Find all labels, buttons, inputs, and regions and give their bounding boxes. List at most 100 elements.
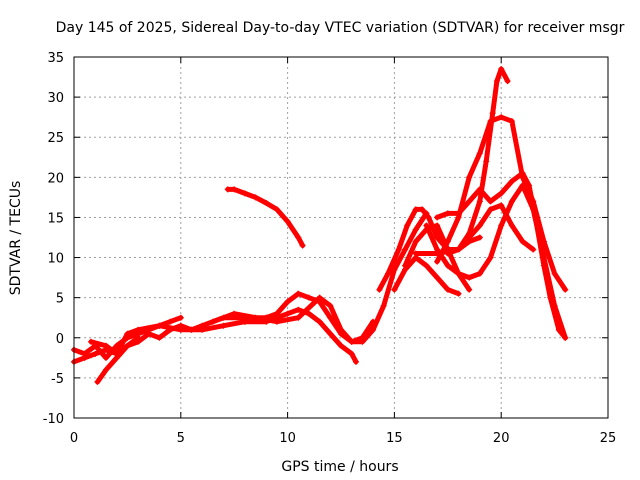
y-tick-label: 5	[56, 292, 64, 307]
data-point	[135, 334, 142, 341]
data-point	[434, 258, 441, 265]
data-point	[504, 78, 511, 85]
data-point	[92, 350, 99, 357]
data-point	[188, 326, 195, 333]
data-point	[231, 310, 238, 317]
data-point	[412, 238, 419, 245]
data-point	[455, 246, 462, 253]
data-point	[327, 302, 334, 309]
y-tick-label: 25	[47, 131, 64, 146]
data-point	[376, 286, 383, 293]
series-arc-14	[434, 170, 569, 341]
data-point	[476, 198, 483, 205]
data-point	[540, 262, 547, 269]
data-point	[103, 354, 110, 361]
data-point	[498, 66, 505, 73]
y-axis-label: SDTVAR / TECUs	[8, 181, 24, 296]
data-point	[487, 198, 494, 205]
data-point	[295, 290, 302, 297]
data-point	[273, 318, 280, 325]
data-point	[476, 270, 483, 277]
data-point	[508, 198, 515, 205]
data-point	[487, 206, 494, 213]
series-layer	[71, 66, 569, 385]
data-point	[476, 150, 483, 157]
data-point	[338, 342, 344, 349]
y-tick-label: 30	[47, 91, 64, 106]
data-point	[156, 322, 163, 329]
data-point	[316, 294, 323, 301]
data-point	[498, 190, 505, 197]
data-point	[224, 186, 231, 193]
data-point	[525, 182, 532, 189]
data-point	[305, 294, 312, 301]
data-point	[220, 322, 227, 329]
data-point	[177, 326, 184, 333]
data-point	[498, 222, 505, 229]
data-point	[88, 338, 95, 345]
y-tick-label: -10	[43, 412, 64, 427]
data-point	[466, 174, 473, 181]
data-point	[103, 366, 110, 373]
data-point	[231, 186, 238, 193]
data-point	[508, 118, 515, 125]
data-point	[498, 114, 505, 121]
data-point	[493, 78, 500, 85]
grid	[74, 57, 608, 418]
series-arc-16	[412, 202, 537, 257]
data-point	[156, 334, 163, 341]
data-point	[434, 222, 441, 229]
data-point	[547, 294, 554, 301]
data-point	[444, 238, 451, 245]
data-point	[284, 298, 291, 305]
data-point	[299, 242, 306, 249]
axis-ticks: 0 5 10 15 20 25 -10 -5 0 5 10 15 20 25 30 35	[43, 51, 617, 446]
data-point	[551, 270, 558, 277]
data-point	[402, 262, 409, 269]
series-line	[210, 210, 429, 345]
data-point	[352, 358, 359, 365]
data-point	[555, 326, 562, 333]
x-tick-label: 20	[493, 431, 510, 446]
y-tick-label: 0	[56, 332, 64, 347]
data-point	[519, 170, 526, 177]
data-point	[562, 286, 569, 293]
data-point	[113, 350, 120, 357]
data-point	[199, 322, 206, 329]
data-point	[295, 234, 302, 241]
data-point	[434, 234, 441, 241]
data-point	[241, 190, 248, 197]
data-point	[295, 306, 302, 313]
data-point	[391, 286, 398, 293]
data-point	[508, 178, 515, 185]
data-point	[124, 330, 131, 337]
data-point	[94, 378, 101, 385]
data-point	[444, 262, 451, 269]
data-point	[434, 214, 441, 221]
data-point	[177, 314, 184, 321]
data-point	[455, 210, 462, 217]
data-point	[444, 210, 451, 217]
data-point	[103, 342, 110, 349]
data-point	[412, 226, 419, 233]
series-line	[242, 307, 359, 365]
data-point	[483, 158, 490, 165]
y-tick-label: -5	[51, 372, 64, 387]
y-tick-label: 20	[47, 171, 64, 186]
chart-title: Day 145 of 2025, Sidereal Day-to-day VTE…	[56, 20, 625, 36]
y-tick-label: 10	[47, 252, 64, 267]
data-point	[423, 222, 430, 229]
data-point	[466, 198, 473, 205]
data-point	[145, 330, 152, 337]
data-point	[434, 274, 441, 281]
x-tick-label: 15	[386, 431, 403, 446]
data-point	[167, 318, 174, 325]
data-point	[425, 214, 432, 221]
data-point	[284, 218, 291, 225]
data-point	[380, 302, 387, 309]
data-point	[327, 330, 334, 337]
data-point	[412, 250, 419, 257]
plot-frame	[73, 56, 609, 419]
data-point	[466, 286, 473, 293]
